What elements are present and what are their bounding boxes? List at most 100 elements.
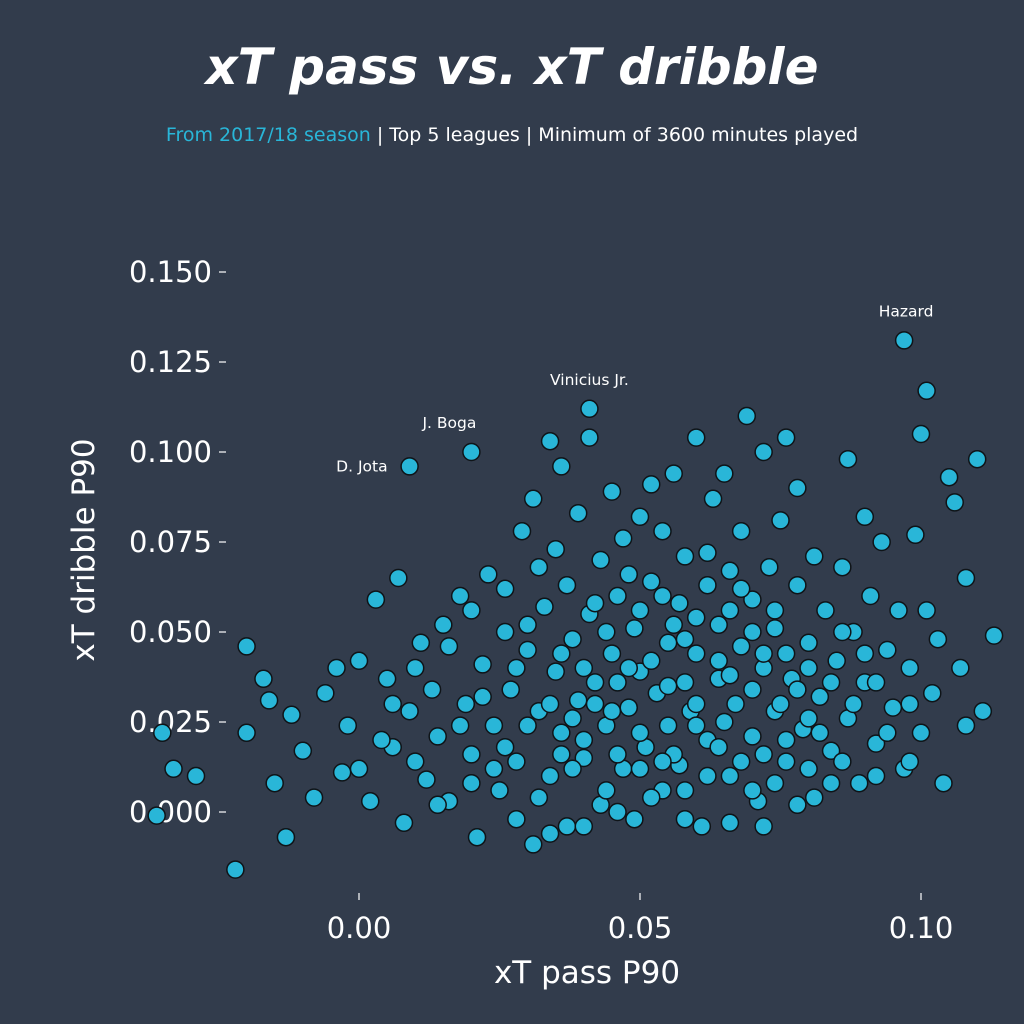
data-point: [304, 788, 324, 807]
data-point: [765, 619, 785, 638]
data-point: [400, 701, 419, 721]
data-point: [743, 590, 762, 609]
data-point: [237, 637, 256, 656]
data-point: [495, 737, 515, 757]
data-point: [501, 680, 520, 699]
data-point: [872, 532, 891, 552]
data-point: [552, 644, 571, 663]
data-point: [731, 752, 751, 771]
data-point: [698, 766, 717, 786]
x-axis-label: xT pass P90: [494, 955, 680, 991]
data-point: [641, 475, 661, 494]
data-point: [507, 752, 526, 771]
y-tick-label: 0.000: [129, 795, 212, 829]
data-point: [518, 615, 537, 635]
data-point: [658, 676, 678, 696]
data-point: [552, 723, 571, 743]
data-point: [698, 543, 717, 563]
data-point: [349, 651, 369, 671]
data-point: [490, 781, 509, 800]
data-point: [439, 637, 459, 656]
data-point: [675, 629, 695, 649]
data-point: [731, 579, 751, 599]
data-point: [917, 601, 936, 620]
data-point: [833, 557, 852, 577]
data-point: [377, 669, 397, 689]
data-point: [653, 586, 672, 606]
data-point-labeled: [400, 457, 419, 476]
data-point: [743, 622, 762, 642]
data-point: [788, 575, 807, 595]
data-point: [675, 673, 695, 692]
data-point: [293, 741, 313, 761]
data-point: [523, 489, 543, 509]
data-point: [411, 633, 431, 653]
data-points: [147, 331, 1004, 879]
data-point: [855, 507, 875, 527]
data-point: [574, 817, 594, 836]
data-point: [540, 431, 560, 451]
data-point: [675, 809, 695, 829]
data-point: [630, 723, 650, 743]
data-point: [821, 673, 841, 692]
data-point: [563, 629, 582, 649]
x-tick-label: 0.10: [889, 911, 954, 945]
data-point: [866, 673, 886, 692]
data-point: [164, 759, 183, 779]
data-point: [951, 658, 970, 678]
data-point: [276, 827, 296, 847]
data-point: [265, 773, 284, 793]
data-point: [754, 644, 773, 663]
data-point: [512, 521, 532, 541]
point-label: Hazard: [879, 302, 934, 320]
data-point: [658, 633, 678, 653]
data-point: [715, 712, 734, 732]
data-point: [928, 629, 948, 649]
data-point: [844, 694, 863, 714]
data-point: [602, 701, 622, 721]
data-point: [754, 745, 773, 764]
data-point: [585, 673, 605, 692]
data-point: [788, 795, 807, 815]
data-point: [810, 687, 830, 707]
data-point: [332, 763, 352, 782]
data-point: [934, 773, 953, 793]
data-point: [788, 680, 807, 699]
data-point: [653, 521, 672, 541]
x-tick-label: 0.05: [608, 911, 673, 945]
data-point: [630, 507, 650, 527]
data-point: [799, 633, 818, 653]
data-point: [821, 773, 841, 793]
y-tick-label: 0.125: [129, 345, 212, 379]
data-point: [754, 817, 773, 836]
data-point: [765, 773, 785, 793]
data-point: [383, 694, 402, 714]
data-point: [686, 716, 706, 735]
data-point: [450, 716, 470, 735]
data-point: [911, 723, 931, 743]
data-point: [417, 770, 436, 789]
data-point: [540, 766, 560, 786]
data-point: [467, 827, 487, 847]
data-point: [737, 406, 757, 426]
data-point: [529, 557, 549, 577]
data-point: [686, 694, 706, 714]
data-point: [855, 644, 875, 663]
data-point: [552, 745, 571, 764]
data-point: [338, 716, 358, 735]
data-point: [518, 640, 537, 660]
data-point: [613, 529, 633, 548]
chart-title: xT pass vs. xT dribble: [205, 38, 819, 96]
data-point: [574, 748, 594, 768]
data-point: [900, 752, 920, 771]
data-point: [692, 817, 712, 836]
data-point: [630, 759, 650, 779]
data-point: [456, 694, 476, 714]
data-point: [698, 575, 717, 595]
data-point: [366, 590, 386, 609]
data-point: [484, 759, 504, 779]
data-point: [630, 601, 650, 620]
data-point: [720, 813, 740, 833]
data-point: [625, 809, 644, 829]
